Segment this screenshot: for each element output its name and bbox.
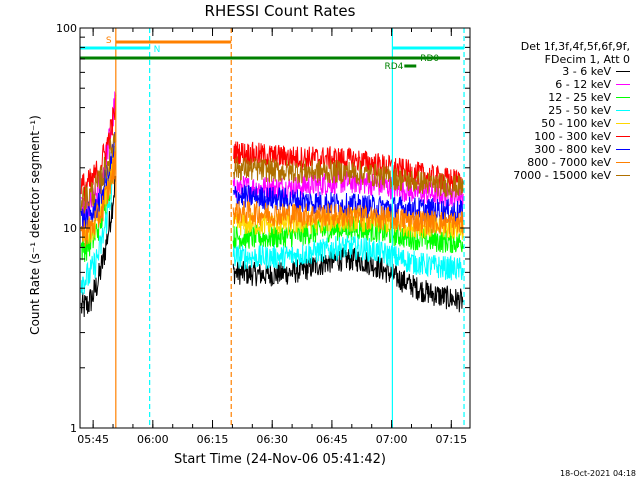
x-tick-label: 07:00 <box>376 433 408 446</box>
legend-entry: 25 - 50 keV <box>470 104 630 117</box>
legend-label: 800 - 7000 keV <box>527 156 611 169</box>
legend-entry: 7000 - 15000 keV <box>470 169 630 182</box>
x-tick-label: 06:00 <box>137 433 169 446</box>
legend-swatch <box>616 175 630 176</box>
flag-label: N <box>154 45 161 55</box>
legend-label: 300 - 800 keV <box>534 143 611 156</box>
flag-label: RD4 <box>384 62 403 72</box>
legend-label: 7000 - 15000 keV <box>513 169 611 182</box>
series-line <box>232 169 464 208</box>
legend-swatch <box>616 162 630 163</box>
legend-swatch <box>616 97 630 98</box>
x-tick-label: 06:30 <box>256 433 288 446</box>
series-line <box>232 156 464 198</box>
legend-entry: 3 - 6 keV <box>470 65 630 78</box>
series-line <box>80 132 117 214</box>
series-line <box>232 235 464 281</box>
x-axis-label: Start Time (24-Nov-06 05:41:42) <box>174 452 386 467</box>
series-line <box>232 199 464 235</box>
legend-entry: 50 - 100 keV <box>470 117 630 130</box>
legend-swatch <box>616 136 630 137</box>
legend-label: 100 - 300 keV <box>534 130 611 143</box>
x-tick-label: 06:45 <box>316 433 348 446</box>
legend-label: 6 - 12 keV <box>555 78 611 91</box>
x-tick-label: 07:15 <box>435 433 467 446</box>
legend-entry: 6 - 12 keV <box>470 78 630 91</box>
legend-label: 3 - 6 keV <box>562 65 611 78</box>
flag-label: RD0 <box>420 54 439 64</box>
legend-header-line-2: FDecim 1, Att 0 <box>544 53 630 66</box>
y-tick-label: 100 <box>56 22 77 35</box>
legend-swatch <box>616 84 630 85</box>
legend-entry: 300 - 800 keV <box>470 143 630 156</box>
generated-timestamp: 18-Oct-2021 04:18 <box>560 469 636 478</box>
series-line <box>80 175 117 318</box>
legend-header-line-1: Det 1f,3f,4f,5f,6f,9f, <box>520 40 630 53</box>
series-line <box>232 247 464 313</box>
legend-swatch <box>616 71 630 72</box>
legend-swatch <box>616 149 630 150</box>
data-series-group <box>80 90 464 318</box>
legend-label: 12 - 25 keV <box>548 91 611 104</box>
chart-title: RHESSI Count Rates <box>204 2 356 20</box>
y-tick-label: 10 <box>63 222 77 235</box>
series-line <box>232 141 464 194</box>
series-line <box>80 151 117 247</box>
legend-entry: 100 - 300 keV <box>470 130 630 143</box>
flag-label: S <box>106 36 112 46</box>
series-line <box>80 160 117 295</box>
legend-entry: 800 - 7000 keV <box>470 156 630 169</box>
x-tick-label: 06:15 <box>197 433 229 446</box>
y-tick-label: 1 <box>70 422 77 435</box>
x-tick-label: 05:45 <box>77 433 109 446</box>
legend-entry: 12 - 25 keV <box>470 91 630 104</box>
legend-swatch <box>616 123 630 124</box>
legend-label: 50 - 100 keV <box>541 117 611 130</box>
legend-label: 25 - 50 keV <box>548 104 611 117</box>
legend-swatch <box>616 110 630 111</box>
legend: 3 - 6 keV 6 - 12 keV 12 - 25 keV 25 - 50… <box>470 65 630 182</box>
